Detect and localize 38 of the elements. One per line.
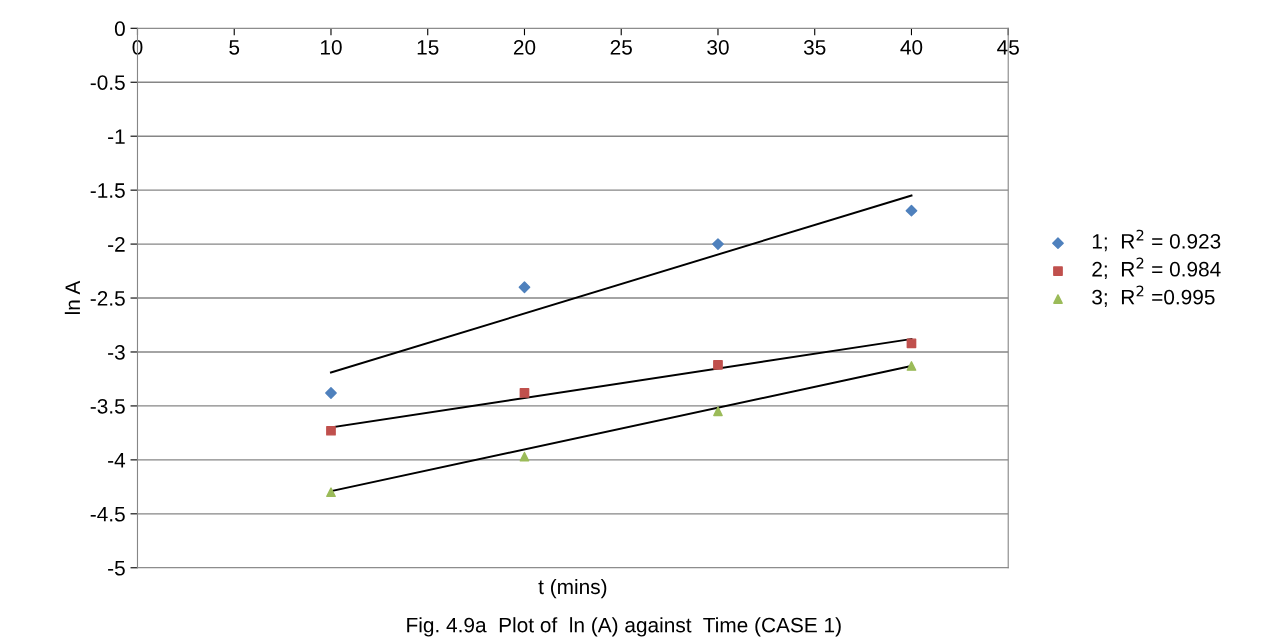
point [326,487,336,498]
point [905,204,918,217]
point [519,451,530,462]
point [518,281,531,294]
caption: Fig. 4.9a Plot of ln (A) against Time (CASE 1) [407,617,841,637]
y-tick-label: -2 [108,237,125,252]
y-tick-label: -1 [108,129,125,144]
x-tick-label: 15 [417,40,439,55]
point [906,361,917,371]
y-tick-label: -3.5 [90,398,125,414]
y-tick-label: -3 [108,344,125,360]
x-tick-label: 5 [229,40,240,55]
y-tick-label: -2.5 [90,291,125,306]
legend-label: 1; R$^{2}$ = 0.923 [1092,229,1221,252]
y-tick-label: -4.5 [90,507,125,522]
y-tick-label: -1.5 [90,183,125,198]
y-tick-label: -5 [108,560,125,576]
x-tick-label: 30 [707,39,729,55]
point [326,425,336,436]
point [713,360,723,370]
y-axis-title: ln A [64,280,80,314]
x-tick-label: 45 [997,40,1019,55]
legend-label: 3; R$^{2}$ =0.995 [1092,285,1215,307]
x-tick-label: 25 [610,39,632,55]
x-tick-label: 10 [320,39,342,55]
point [712,238,724,250]
y-tick-label: 0 [114,21,125,37]
point [519,388,530,398]
x-tick-label: 20 [513,39,536,55]
x-tick-label: 40 [900,39,923,55]
point [906,338,917,349]
x-axis-title: t (mins) [538,578,607,599]
legend-label: 2; R$^{2}$ = 0.984 [1092,257,1221,280]
y-tick-label: -4 [108,453,126,468]
point [713,406,723,417]
y-tick-label: -0.5 [90,75,125,90]
point [325,387,337,399]
x-tick-label: 35 [803,39,826,55]
